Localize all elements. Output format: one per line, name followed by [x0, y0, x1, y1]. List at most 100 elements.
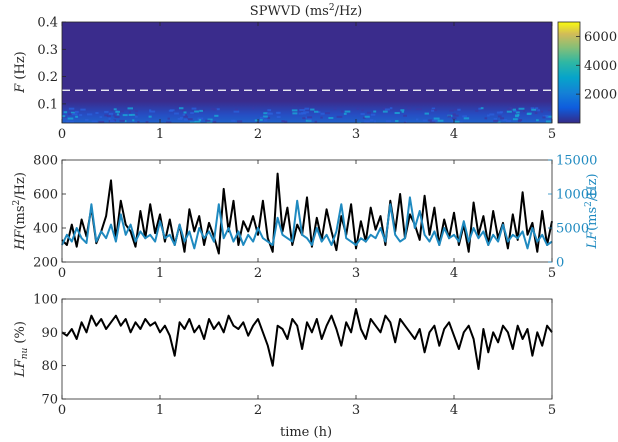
energy-speck — [394, 112, 400, 115]
energy-speck — [182, 113, 186, 116]
energy-speck — [484, 117, 488, 120]
energy-speck — [213, 120, 217, 123]
energy-speck — [314, 120, 318, 123]
y-tick-label: 90 — [41, 326, 58, 341]
energy-speck — [535, 107, 539, 110]
energy-speck — [169, 109, 175, 112]
energy-speck — [122, 114, 128, 117]
spectrogram-y-ticks: 0.1 0.2 0.3 0.4 — [37, 16, 66, 112]
spectrogram-title: SPWVD (ms2/Hz) — [250, 3, 362, 19]
energy-speck — [85, 119, 89, 122]
energy-speck — [451, 120, 455, 123]
energy-speck — [497, 121, 501, 123]
y-tick-label: 80 — [41, 359, 58, 374]
energy-speck — [119, 110, 124, 113]
energy-speck — [547, 109, 552, 112]
energy-speck — [255, 121, 260, 123]
energy-speck — [210, 107, 215, 110]
energy-speck — [508, 107, 513, 110]
x-tick-label: 2 — [254, 127, 262, 142]
energy-speck — [234, 108, 239, 111]
energy-speck — [384, 108, 390, 111]
energy-speck — [449, 109, 454, 112]
energy-speck — [497, 115, 502, 118]
energy-speck — [259, 118, 263, 121]
y-tick-label: 0.3 — [37, 43, 58, 58]
y2-tick-label: 10000 — [556, 188, 597, 203]
energy-speck — [452, 113, 456, 116]
energy-speck — [301, 112, 307, 115]
hf-y-label: HF(ms2/Hz) — [12, 172, 28, 251]
energy-speck — [487, 114, 490, 117]
energy-speck — [506, 108, 511, 111]
energy-speck — [206, 121, 213, 123]
energy-speck — [189, 121, 196, 123]
energy-speck — [515, 114, 519, 117]
x-tick-label: 3 — [352, 403, 360, 418]
energy-speck — [114, 116, 120, 119]
energy-speck — [336, 115, 343, 118]
energy-speck — [431, 119, 437, 122]
energy-speck — [132, 119, 135, 122]
energy-speck — [113, 119, 116, 122]
energy-speck — [198, 119, 202, 122]
energy-speck — [415, 118, 419, 121]
energy-speck — [259, 116, 264, 119]
energy-speck — [267, 109, 272, 112]
energy-speck — [306, 116, 313, 119]
spectrogram-y-label: F (Hz) — [13, 51, 28, 94]
energy-speck — [512, 118, 518, 121]
energy-speck — [462, 115, 467, 118]
energy-speck — [103, 124, 109, 126]
energy-speck — [201, 109, 205, 112]
energy-speck — [187, 118, 193, 121]
energy-speck — [366, 111, 371, 114]
energy-speck — [106, 125, 110, 127]
lfnu-plot-area — [62, 299, 552, 399]
x-tick-label: 4 — [450, 127, 458, 142]
spectrogram-energy-band — [62, 101, 552, 127]
energy-speck — [183, 115, 189, 118]
energy-speck — [110, 120, 115, 123]
energy-speck — [369, 119, 374, 122]
lf-series-line — [61, 196, 553, 250]
spectrogram-frame — [61, 21, 553, 124]
energy-speck — [115, 110, 120, 113]
energy-speck — [199, 109, 203, 112]
energy-speck — [530, 107, 535, 110]
energy-speck — [408, 125, 413, 127]
energy-speck — [373, 120, 377, 123]
energy-speck — [395, 120, 399, 123]
energy-speck — [75, 115, 78, 118]
energy-speck — [506, 110, 512, 113]
energy-speck — [133, 125, 135, 127]
y-tick-label: 70 — [41, 393, 58, 408]
energy-speck — [148, 115, 152, 118]
x-tick-label: 0 — [58, 403, 66, 418]
energy-speck — [370, 113, 376, 116]
energy-speck — [67, 113, 74, 116]
energy-speck — [512, 108, 516, 111]
energy-speck — [252, 107, 255, 110]
colorbar-tick-label: 2000 — [584, 88, 617, 103]
energy-speck — [303, 111, 309, 114]
energy-speck — [108, 117, 111, 120]
energy-speck — [184, 118, 188, 121]
lfnu-y-ticks: 70 80 90 100 — [33, 293, 66, 408]
energy-speck — [344, 110, 351, 113]
energy-speck — [149, 110, 156, 113]
x-tick-label: 0 — [58, 127, 66, 142]
energy-speck — [360, 113, 365, 116]
energy-speck — [382, 107, 386, 110]
lfnu-x-ticks: 0 1 2 3 4 5 — [58, 299, 556, 418]
energy-speck — [128, 114, 132, 117]
energy-speck — [254, 119, 258, 122]
energy-speck — [468, 125, 471, 127]
energy-speck — [536, 119, 539, 122]
energy-speck — [327, 123, 329, 125]
energy-speck — [518, 119, 523, 122]
energy-speck — [454, 120, 460, 123]
lfnu-series-line — [61, 308, 553, 370]
y2-tick-label: 15000 — [556, 154, 597, 169]
energy-speck — [526, 113, 531, 116]
